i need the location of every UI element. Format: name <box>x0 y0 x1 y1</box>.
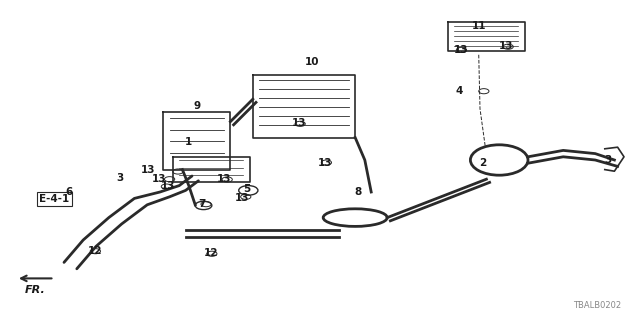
Text: 12: 12 <box>204 248 218 258</box>
Text: 2: 2 <box>479 158 487 168</box>
Text: TBALB0202: TBALB0202 <box>573 301 621 310</box>
Text: 13: 13 <box>217 174 231 184</box>
Text: 13: 13 <box>161 180 175 191</box>
Text: 5: 5 <box>243 184 250 194</box>
Text: E-4-1: E-4-1 <box>39 194 70 204</box>
Text: 6: 6 <box>65 187 73 197</box>
Text: 3: 3 <box>604 155 612 165</box>
Text: 13: 13 <box>499 41 513 52</box>
Text: 12: 12 <box>88 246 102 256</box>
Text: 1: 1 <box>185 137 193 148</box>
Text: 13: 13 <box>318 158 332 168</box>
Text: 4: 4 <box>456 86 463 96</box>
Text: 13: 13 <box>235 193 249 204</box>
Text: 10: 10 <box>305 57 319 68</box>
Text: 13: 13 <box>141 164 156 175</box>
Text: 13: 13 <box>454 44 468 55</box>
Text: 3: 3 <box>116 172 124 183</box>
Text: 7: 7 <box>198 199 206 209</box>
Text: FR.: FR. <box>25 285 45 295</box>
Text: 8: 8 <box>355 187 362 197</box>
Text: 9: 9 <box>193 100 201 111</box>
Text: 11: 11 <box>472 21 486 31</box>
Text: 13: 13 <box>292 118 306 128</box>
Text: 13: 13 <box>152 173 166 184</box>
